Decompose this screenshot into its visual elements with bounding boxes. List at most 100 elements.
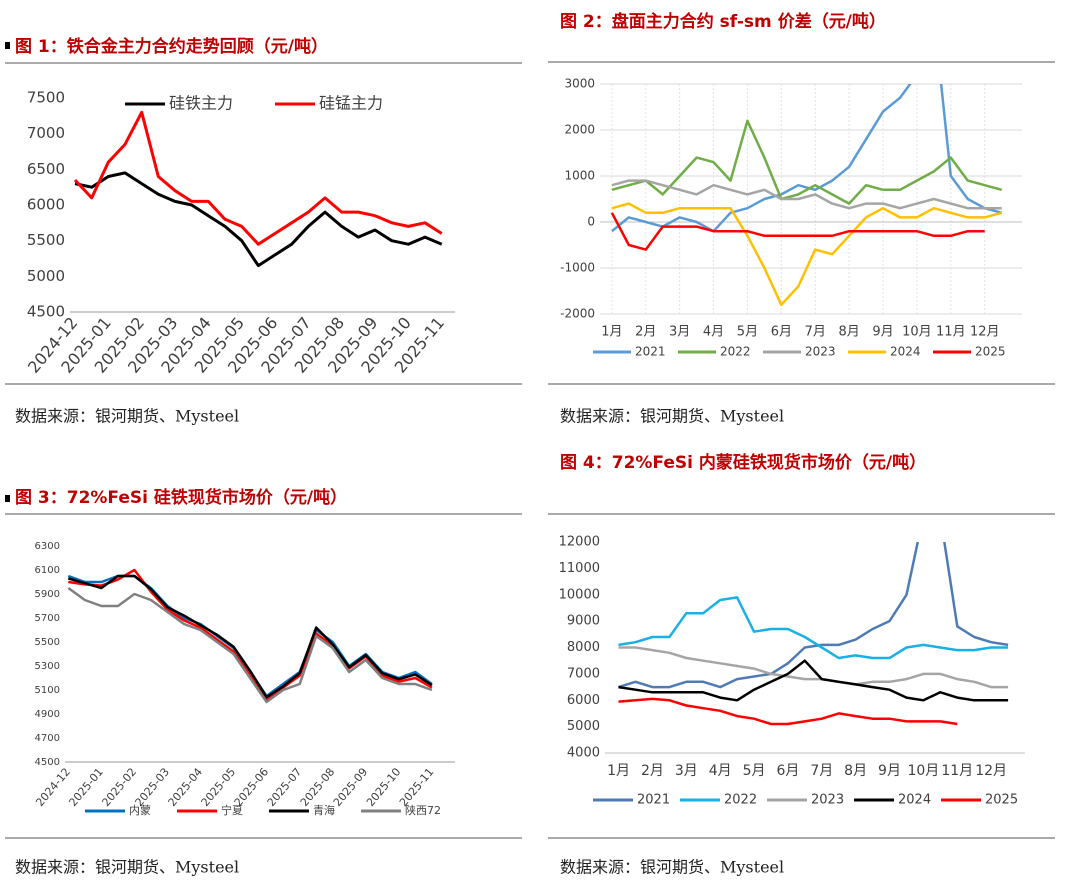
y-tick-label: 5500 — [35, 637, 60, 648]
legend-label: 2025 — [985, 793, 1018, 808]
y-tick-label: 5300 — [35, 661, 60, 672]
x-tick-label: 2025-01 — [66, 766, 106, 810]
y-tick-label: -2000 — [560, 307, 595, 321]
legend-label: 青海 — [313, 803, 335, 817]
x-tick-label: 10月 — [902, 325, 932, 340]
y-tick-label: 6300 — [35, 541, 60, 552]
y-tick-label: 6000 — [27, 196, 65, 214]
plot — [73, 110, 443, 268]
series-line — [618, 659, 1009, 702]
y-tick-label: 12000 — [559, 535, 600, 550]
series-line — [67, 586, 433, 704]
series-line — [618, 697, 958, 726]
source: 数据来源：银河期货、Mysteel — [15, 407, 239, 426]
y-tick-label: 4000 — [567, 746, 600, 761]
x-tick-label: 4月 — [709, 763, 732, 779]
x-tick-label: 2025-11 — [397, 766, 437, 810]
x-tick-label: 9月 — [872, 325, 893, 340]
chart-title: 图 2：盘面主力合约 sf-sm 价差（元/吨） — [560, 11, 886, 32]
series-line — [618, 542, 1009, 689]
x-tick-label: 2025-02 — [99, 766, 139, 810]
y-tick-label: 4700 — [35, 733, 60, 744]
y-tick-label: 7500 — [27, 89, 65, 107]
series-line — [611, 119, 1003, 205]
x-tick-label: 6月 — [776, 763, 799, 779]
x-tick-label: 2025-10 — [364, 766, 404, 810]
legend-label: 2024 — [898, 793, 931, 808]
x-tick-label: 2025-07 — [265, 766, 305, 810]
series-line — [74, 171, 443, 268]
series-line — [67, 574, 433, 699]
y-tick-label: 10000 — [559, 587, 600, 602]
x-tick-label: 12月 — [975, 763, 1007, 779]
series-line — [610, 212, 985, 251]
x-tick-label: 8月 — [838, 325, 859, 340]
y-tick-label: 5500 — [27, 231, 65, 249]
y-tick-label: 5100 — [35, 685, 60, 696]
x-tick-label: 11月 — [936, 325, 966, 340]
series-line — [618, 646, 1009, 689]
plot — [610, 84, 1003, 307]
legend-label: 宁夏 — [221, 803, 243, 817]
x-tick-label: 9月 — [878, 763, 901, 779]
y-tick-label: 7000 — [567, 666, 600, 681]
y-tick-label: 2000 — [564, 123, 595, 137]
y-tick-label: 5700 — [35, 613, 60, 624]
source: 数据来源：银河期货、Mysteel — [560, 407, 784, 426]
x-tick-label: 6月 — [771, 325, 792, 340]
x-tick-label: 12月 — [970, 325, 1000, 340]
y-tick-label: 11000 — [559, 561, 600, 576]
x-tick-label: 3月 — [675, 763, 698, 779]
legend-label: 2021 — [637, 793, 670, 808]
legend-label: 陕西72 — [405, 803, 441, 817]
x-tick-label: 2025-06 — [232, 766, 272, 810]
x-tick-label: 1月 — [601, 325, 622, 340]
bullet — [5, 495, 10, 502]
y-tick-label: 5000 — [567, 719, 600, 734]
series-line — [611, 202, 1003, 307]
legend-label: 硅锰主力 — [319, 94, 383, 113]
plot — [618, 542, 1009, 726]
y-tick-label: 4500 — [27, 303, 65, 321]
chart-title: 图 1：铁合金主力合约走势回顾（元/吨） — [15, 36, 328, 57]
legend-label: 2022 — [724, 793, 757, 808]
x-tick-label: 2024-12 — [33, 766, 73, 810]
legend-label: 内蒙 — [129, 803, 151, 817]
y-tick-label: -1000 — [560, 261, 595, 275]
series-line — [73, 110, 443, 246]
x-tick-label: 7月 — [810, 763, 833, 779]
legend-label: 2024 — [890, 345, 921, 359]
x-tick-label: 7月 — [805, 325, 826, 340]
legend-label: 2025 — [975, 345, 1006, 359]
y-tick-label: 6000 — [567, 693, 600, 708]
x-tick-label: 1月 — [607, 763, 630, 779]
bullet — [5, 42, 10, 49]
x-tick-label: 2025-09 — [331, 766, 371, 810]
y-tick-label: 9000 — [567, 614, 600, 629]
series-line — [611, 84, 1003, 233]
x-tick-label: 2025-03 — [133, 766, 173, 810]
y-tick-label: 5000 — [27, 267, 65, 285]
series-line — [618, 596, 1009, 660]
x-tick-label: 2025-08 — [298, 766, 338, 810]
x-tick-label: 4月 — [703, 325, 724, 340]
legend-label: 2023 — [805, 345, 836, 359]
chart-title: 图 4：72%FeSi 内蒙硅铁现货市场价（元/吨） — [560, 452, 926, 473]
x-tick-label: 5月 — [743, 763, 766, 779]
x-tick-label: 5月 — [737, 325, 758, 340]
x-tick-label: 2月 — [635, 325, 656, 340]
y-tick-label: 8000 — [567, 640, 600, 655]
y-tick-label: 5900 — [35, 589, 60, 600]
legend-label: 2021 — [635, 345, 666, 359]
x-tick-label: 8月 — [844, 763, 867, 779]
y-tick-label: 3000 — [564, 77, 595, 91]
y-tick-label: 1000 — [564, 169, 595, 183]
series-line — [611, 179, 1002, 210]
legend-label: 硅铁主力 — [169, 94, 233, 113]
y-tick-label: 6100 — [35, 565, 60, 576]
x-tick-label: 10月 — [907, 763, 939, 779]
x-tick-label: 2025-04 — [166, 766, 206, 810]
plot — [67, 568, 433, 704]
